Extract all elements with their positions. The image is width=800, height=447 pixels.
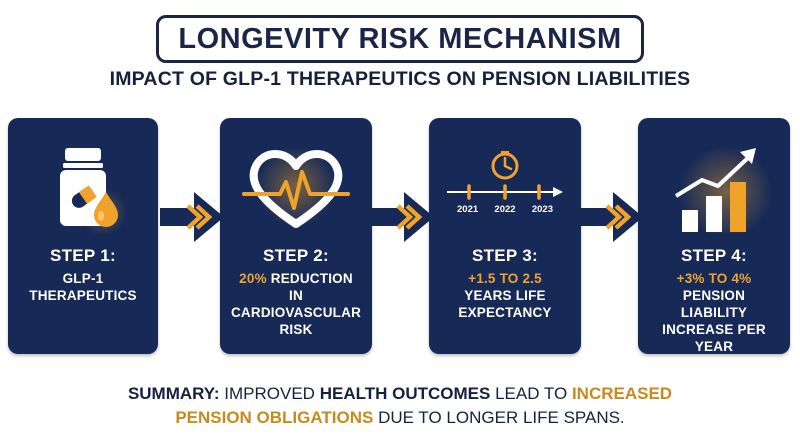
timeline-year-3: 2023 xyxy=(531,204,553,215)
timeline-year-2: 2022 xyxy=(494,204,516,215)
step-3-line-2: EXPECTANCY xyxy=(458,305,552,320)
page-subtitle: IMPACT OF GLP-1 THERAPEUTICS ON PENSION … xyxy=(109,68,691,90)
step-2-accent: 20% xyxy=(239,271,267,286)
step-2-title: STEP 2: xyxy=(262,246,330,265)
summary-text: SUMMARY: IMPROVED HEALTH OUTCOMES LEAD T… xyxy=(127,384,673,427)
step-4-line-2: LIABILITY xyxy=(680,305,748,320)
step-4-title: STEP 4: xyxy=(680,246,748,265)
arrow-icon xyxy=(579,192,643,242)
arrow-icon xyxy=(370,192,434,242)
arrow-icon xyxy=(160,192,224,242)
timeline-year-1: 2021 xyxy=(457,204,479,215)
step-2-line-1: REDUCTION xyxy=(270,271,353,286)
step-4-accent: +3% TO 4% xyxy=(676,271,752,286)
clock-timeline-icon xyxy=(447,151,563,200)
rising-bar-chart-icon xyxy=(674,146,772,234)
step-4-card: STEP 4: +3% TO 4% PENSION LIABILITY INCR… xyxy=(638,118,790,354)
title-banner: LONGEVITY RISK MECHANISM xyxy=(156,15,644,63)
step-1-line-1: GLP-1 xyxy=(62,271,104,286)
step-2-line-3: CARDIOVASCULAR xyxy=(230,305,362,320)
step-2-line-2: IN xyxy=(289,288,303,303)
step-3-line-1: YEARS LIFE xyxy=(464,288,546,303)
pill-bottle-icon xyxy=(60,148,127,234)
step-2-line-4: RISK xyxy=(279,322,313,337)
step-4-line-1: PENSION xyxy=(682,288,746,303)
summary-label: SUMMARY: xyxy=(127,384,220,403)
heartbeat-icon xyxy=(242,146,350,228)
step-2-card: STEP 2: 20% REDUCTION IN CARDIOVASCULAR … xyxy=(220,118,372,354)
step-3-accent: +1.5 TO 2.5 xyxy=(468,271,542,286)
step-3-title: STEP 3: xyxy=(471,246,539,265)
page-title: LONGEVITY RISK MECHANISM xyxy=(178,22,622,55)
step-1-line-2: THERAPEUTICS xyxy=(29,288,137,303)
step-3-card: 2021 2022 2023 STEP 3: +1.5 TO 2.5 YEARS… xyxy=(429,118,581,354)
step-4-line-3: INCREASE PER YEAR xyxy=(662,322,766,354)
step-1-card: STEP 1: GLP-1 THERAPEUTICS xyxy=(8,118,158,354)
step-1-title: STEP 1: xyxy=(49,246,117,265)
